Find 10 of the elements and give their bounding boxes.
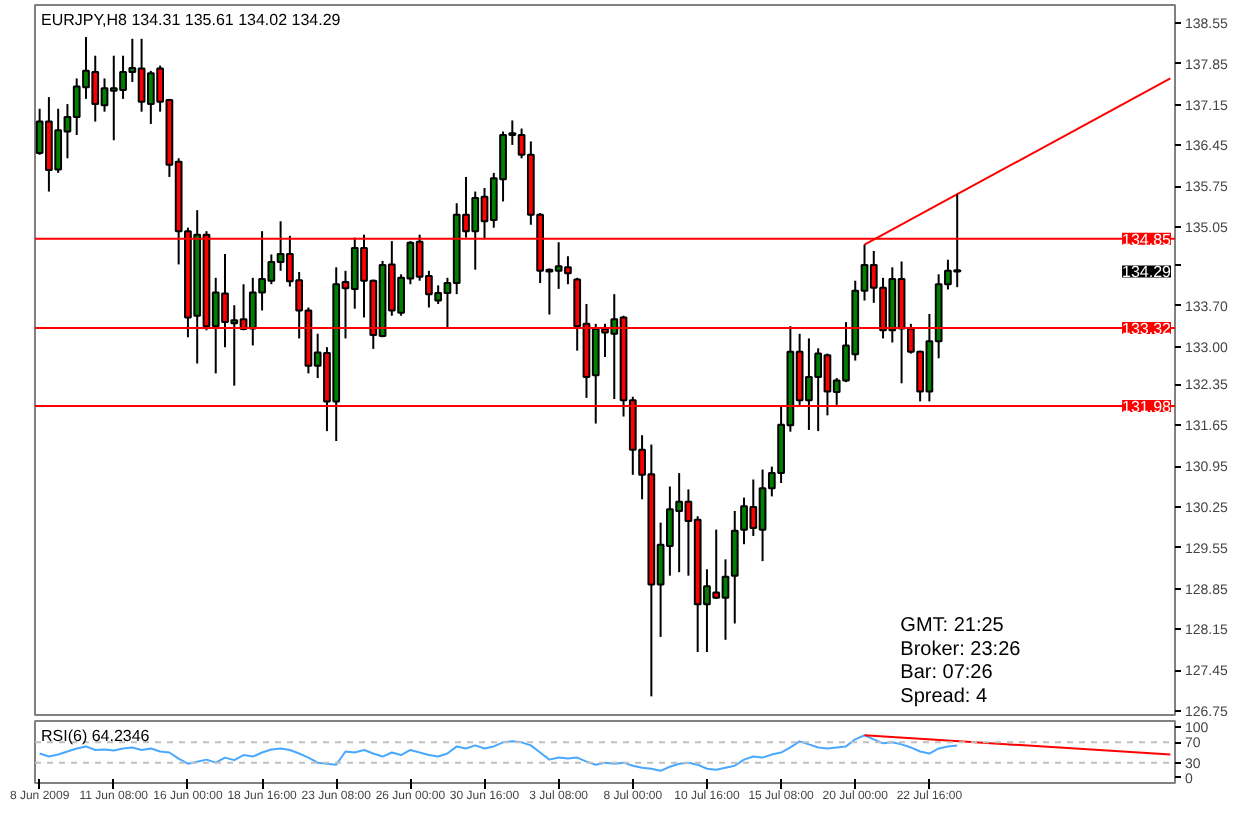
annotation: Broker: 23:26 xyxy=(900,638,1022,661)
ref-line-label: 131.98 xyxy=(1122,398,1173,417)
annotation: GMT: 21:25 xyxy=(900,615,1005,638)
ref-line-label: 133.32 xyxy=(1122,319,1173,338)
annotation: 134.29 xyxy=(1122,263,1173,282)
ref-line-label: 134.85 xyxy=(1122,230,1173,249)
annotation: Bar: 07:26 xyxy=(900,662,994,685)
chart-title: EURJPY,H8 134.31 135.61 134.02 134.29 xyxy=(41,11,342,29)
chart-title: RSI(6) 64.2346 xyxy=(41,727,151,745)
annotation: Spread: 4 xyxy=(900,685,988,708)
